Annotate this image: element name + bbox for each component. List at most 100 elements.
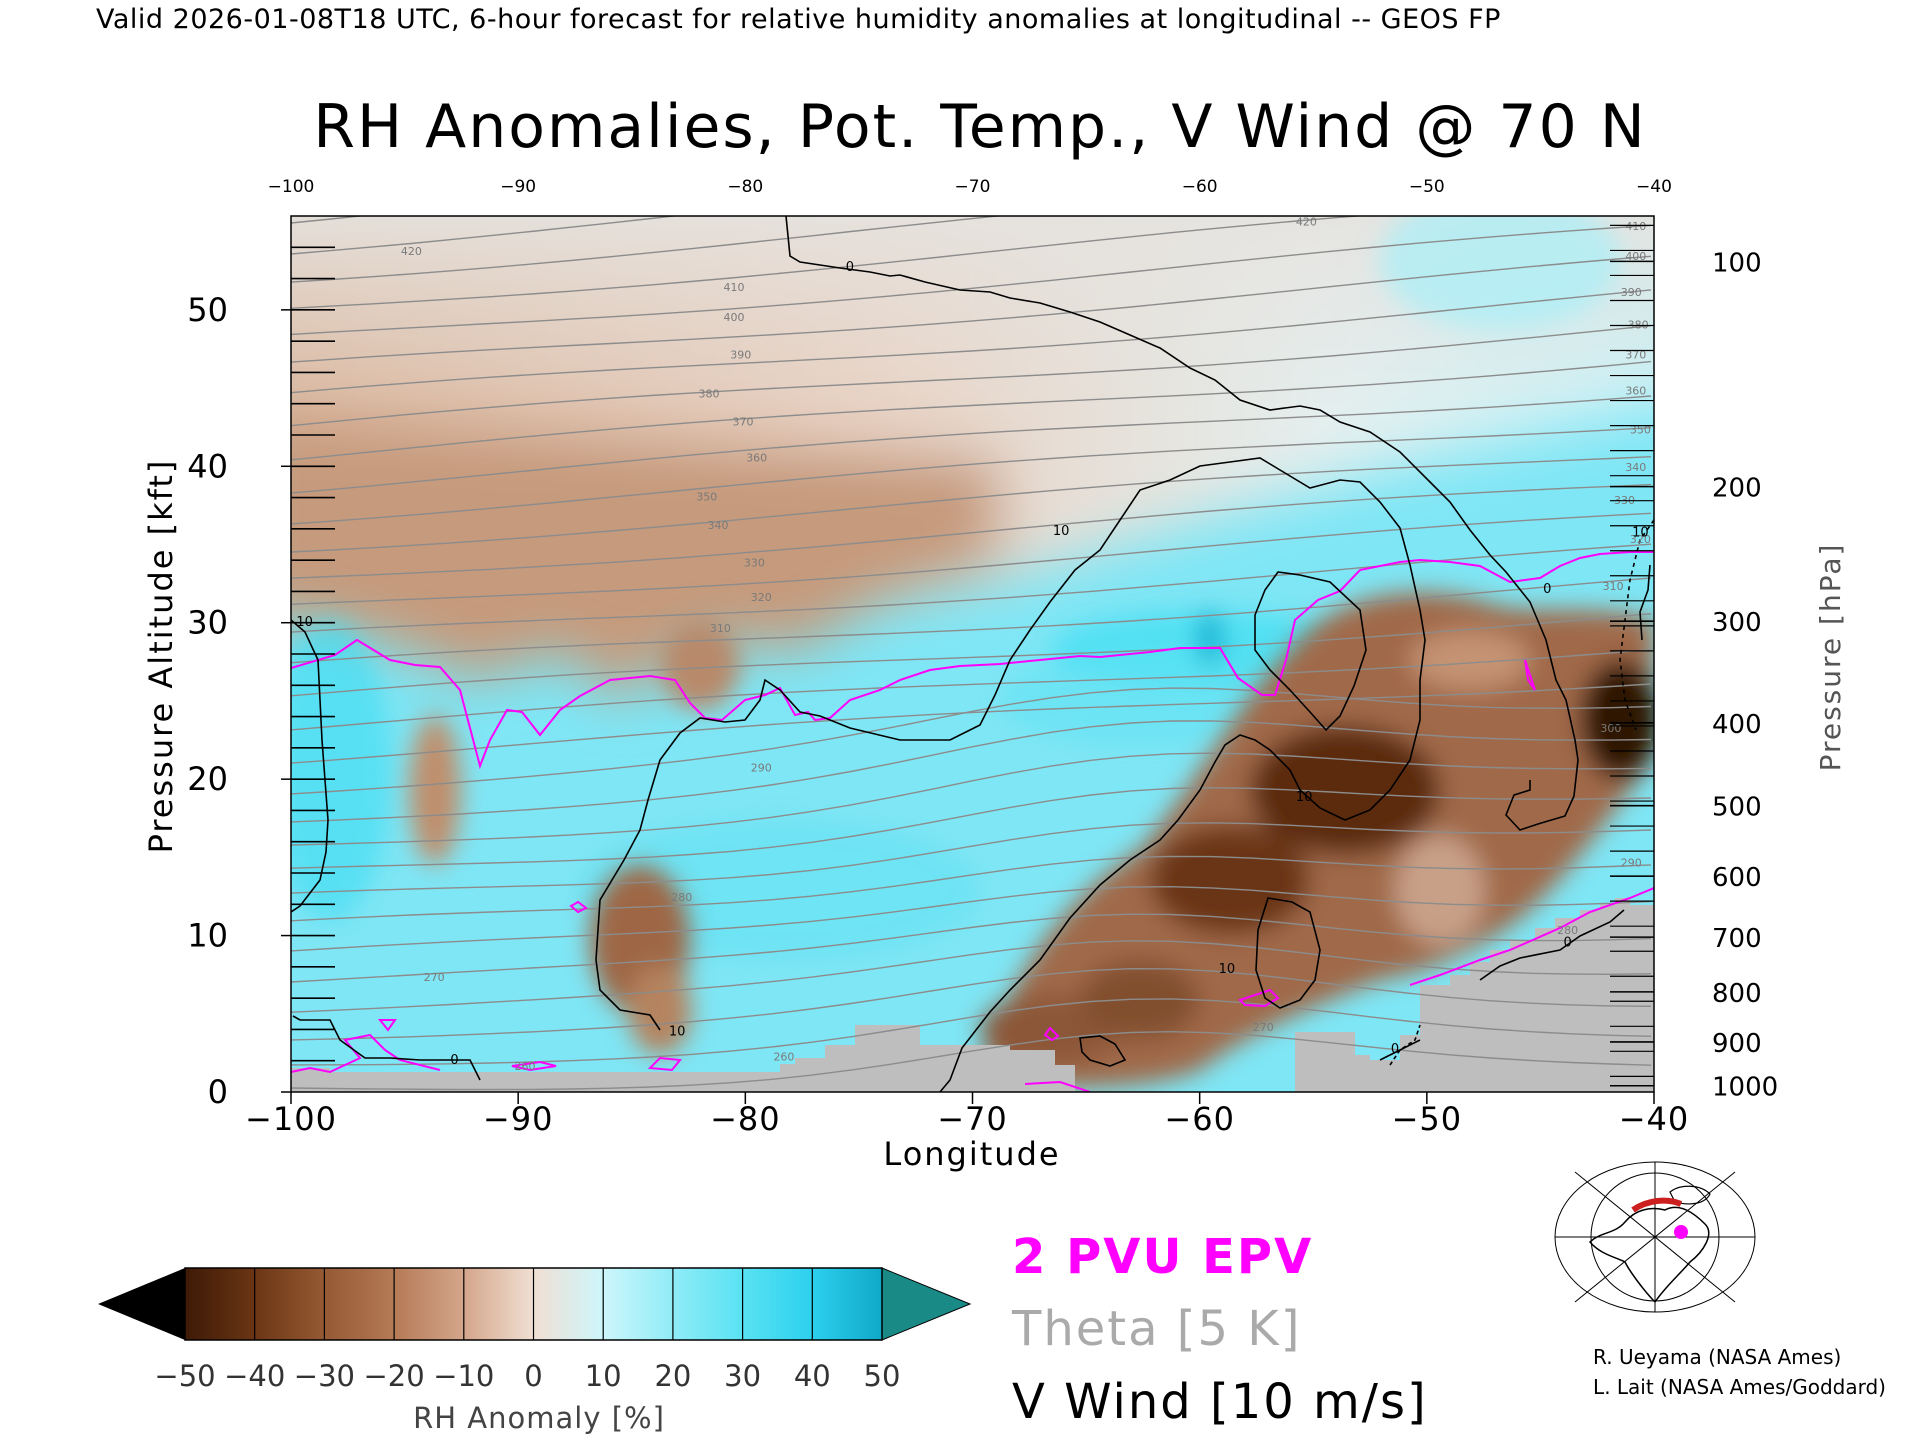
x-tick-label-top: −50 bbox=[1409, 177, 1445, 197]
theta-contour bbox=[291, 913, 1652, 983]
theta-label: 350 bbox=[696, 491, 717, 504]
vwind-label: 0 bbox=[1543, 582, 1551, 597]
x-tick-label-top: −80 bbox=[727, 177, 763, 197]
theta-label: 360 bbox=[1625, 384, 1646, 397]
x-tick-label: −60 bbox=[1164, 1100, 1235, 1138]
pressure-tick-label: 900 bbox=[1712, 1029, 1762, 1059]
vwind-label: 10 bbox=[669, 1025, 686, 1040]
colorbar-tick-label: 20 bbox=[654, 1359, 691, 1393]
x-tick-label-top: −40 bbox=[1636, 177, 1672, 197]
theta-label: 310 bbox=[710, 622, 731, 635]
colorbar-tick-label: 30 bbox=[724, 1359, 761, 1393]
vwind-label: 10 bbox=[1296, 790, 1313, 805]
pressure-tick-label: 300 bbox=[1712, 608, 1762, 638]
legend-epv: 2 PVU EPV bbox=[1012, 1229, 1313, 1285]
theta-label: 420 bbox=[401, 245, 422, 258]
theta-label: 270 bbox=[424, 971, 445, 984]
theta-contour bbox=[291, 2, 1651, 123]
theta-label: 380 bbox=[698, 387, 719, 400]
credit-line: L. Lait (NASA Ames/Goddard) bbox=[1593, 1375, 1886, 1399]
vwind-label: 0 bbox=[1391, 1042, 1399, 1057]
x-axis-label: Longitude bbox=[883, 1135, 1060, 1173]
theta-label: 410 bbox=[1625, 220, 1646, 233]
x-tick-label: −40 bbox=[1619, 1100, 1690, 1138]
theta-label: 410 bbox=[723, 281, 744, 294]
y-tick-label: 0 bbox=[208, 1073, 228, 1111]
credit-line: R. Ueyama (NASA Ames) bbox=[1593, 1345, 1842, 1369]
theta-contour bbox=[291, 822, 1652, 894]
theta-contour bbox=[291, 752, 1652, 846]
credits: R. Ueyama (NASA Ames) L. Lait (NASA Ames… bbox=[1593, 1342, 1886, 1402]
theta-contour bbox=[291, 224, 1652, 336]
theta-contour bbox=[291, 687, 1652, 795]
theta-contour bbox=[291, 543, 1652, 633]
x-tick-label: −80 bbox=[710, 1100, 781, 1138]
theta-contour bbox=[291, 940, 1652, 1013]
theta-contour bbox=[291, 74, 1651, 190]
theta-label: 420 bbox=[1296, 215, 1317, 228]
theta-contour bbox=[291, 325, 1652, 427]
theta-contour bbox=[291, 289, 1652, 394]
colorbar-under bbox=[98, 1268, 185, 1340]
field-brown-blob-1 bbox=[409, 715, 461, 865]
theta-contour bbox=[291, 216, 681, 255]
theta-contour bbox=[291, 216, 367, 224]
vwind-contour-ten-large bbox=[595, 678, 996, 1031]
theta-contour bbox=[291, 216, 1367, 309]
theta-label: 300 bbox=[1600, 722, 1621, 735]
colorbar-tick-label: 10 bbox=[585, 1359, 622, 1393]
colorbar-tick-label: −40 bbox=[224, 1359, 285, 1393]
theta-contour bbox=[291, 483, 1652, 579]
x-tick-label-top: −70 bbox=[955, 177, 991, 197]
theta-contour bbox=[291, 967, 1652, 1041]
theta-contour bbox=[291, 216, 1005, 283]
theta-label: 260 bbox=[514, 1060, 535, 1073]
vwind-label: 10 bbox=[1053, 524, 1070, 539]
y-tick-label: 40 bbox=[187, 447, 228, 485]
y-tick-label: 10 bbox=[187, 917, 228, 955]
theta-contour bbox=[291, 577, 1652, 664]
theta-label: 340 bbox=[1625, 461, 1646, 474]
theta-label: 280 bbox=[1557, 924, 1578, 937]
y-axis-label-left: Pressure Altitude [kft] bbox=[142, 459, 180, 854]
inset-map bbox=[1554, 1161, 1756, 1313]
x-tick-label-top: −60 bbox=[1182, 177, 1218, 197]
theta-label: 290 bbox=[751, 761, 772, 774]
colorbar-tick-label: −20 bbox=[363, 1359, 424, 1393]
colorbar-tick-label: −50 bbox=[154, 1359, 215, 1393]
theta-label: 310 bbox=[1603, 580, 1624, 593]
legend-theta: Theta [5 K] bbox=[1011, 1301, 1302, 1357]
theta-contour bbox=[291, 998, 1652, 1066]
theta-label: 400 bbox=[1625, 250, 1646, 263]
colorbar-tick-label: 50 bbox=[864, 1359, 901, 1393]
vwind-label: 10 bbox=[1219, 962, 1236, 977]
vwind-label: 10 bbox=[1632, 526, 1649, 541]
x-tick-label-top: −90 bbox=[500, 177, 536, 197]
colorbar-tick-label: 0 bbox=[524, 1359, 542, 1393]
vwind-label: 0 bbox=[846, 260, 854, 275]
x-tick-label: −70 bbox=[937, 1100, 1008, 1138]
x-tick-label: −100 bbox=[245, 1100, 337, 1138]
colorbar-over bbox=[881, 1267, 972, 1341]
x-tick-label-top: −100 bbox=[268, 177, 315, 197]
pressure-tick-label: 500 bbox=[1712, 793, 1762, 823]
colorbar-tick-label: 40 bbox=[794, 1359, 831, 1393]
chart-title: RH Anomalies, Pot. Temp., V Wind @ 70 N bbox=[313, 92, 1647, 162]
vwind-contour-zero bbox=[785, 216, 1579, 831]
theta-label: 340 bbox=[708, 519, 729, 532]
pressure-tick-label: 400 bbox=[1712, 710, 1762, 740]
theta-contour bbox=[291, 360, 1652, 461]
y-axis-left: 0 10 20 30 40 50 bbox=[187, 291, 291, 1111]
pressure-tick-label: 800 bbox=[1712, 979, 1762, 1009]
theta-contour bbox=[291, 855, 1652, 922]
pressure-tick-label: 100 bbox=[1712, 248, 1762, 278]
theta-label: 360 bbox=[746, 452, 767, 465]
theta-contour bbox=[291, 885, 1652, 952]
pressure-tick-label: 600 bbox=[1712, 863, 1762, 893]
theta-label: 350 bbox=[1630, 423, 1651, 436]
y-tick-label: 30 bbox=[187, 604, 228, 642]
theta-contour bbox=[291, 683, 1652, 764]
x-axis: −100 −90 −80 −70 −60 −50 −40 bbox=[245, 1092, 1690, 1138]
pressure-tick-label: 200 bbox=[1712, 474, 1762, 504]
topography bbox=[291, 898, 1654, 1092]
